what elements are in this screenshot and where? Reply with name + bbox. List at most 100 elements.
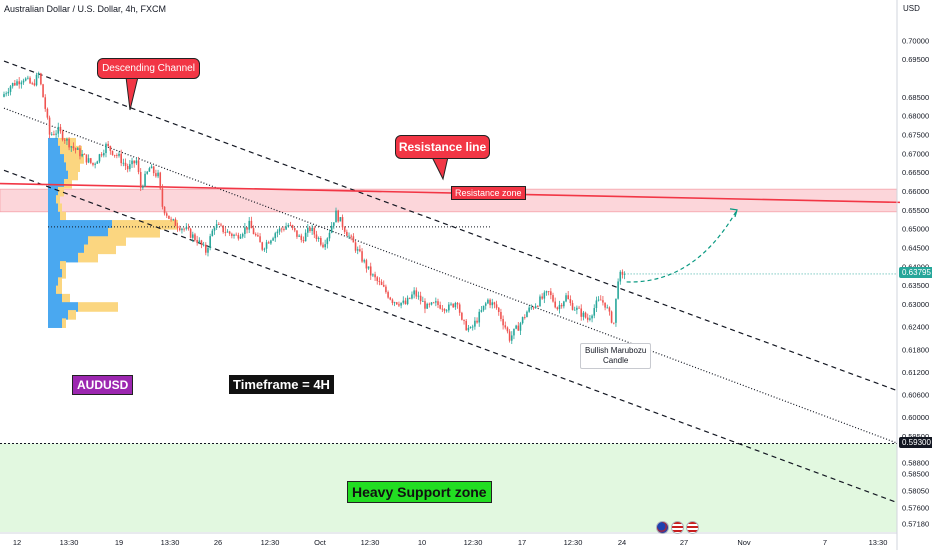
channel-lower-line [3, 169, 898, 504]
candle-body [270, 240, 272, 244]
candle-body [519, 323, 522, 331]
timeframe-tag[interactable]: Timeframe = 4H [229, 375, 334, 394]
current-price-badge: 0.63795 [899, 266, 932, 278]
candle-body [107, 143, 109, 146]
candle-body [174, 219, 177, 227]
volume-bar-sell [62, 318, 66, 328]
candle-body [40, 73, 42, 85]
candle-body [168, 215, 170, 219]
bullish-marubozu-note[interactable]: Bullish Marubozu Candle [580, 343, 652, 369]
candle-body [202, 244, 205, 246]
candle-body [152, 166, 155, 174]
candle-body [226, 231, 229, 233]
volume-bar-sell [58, 203, 62, 214]
candle-body [602, 300, 604, 303]
au-flag-icon[interactable] [656, 521, 669, 535]
candle-body [463, 319, 465, 321]
candle-body [142, 186, 144, 188]
candle-body [274, 233, 277, 239]
price-tick-label: 0.57600 [902, 504, 929, 513]
candle-body [311, 227, 313, 231]
volume-bar-sell [58, 277, 62, 287]
candle-body [118, 153, 120, 156]
volume-bar-sell [58, 186, 64, 197]
candle-body [480, 310, 483, 312]
candle-body [246, 227, 248, 230]
economic-events[interactable] [656, 519, 701, 537]
candle-body [558, 304, 561, 310]
us-flag-icon[interactable] [686, 521, 699, 535]
candle-body [591, 315, 593, 319]
descending-channel-callout[interactable]: Descending Channel [97, 58, 200, 79]
candle-body [573, 309, 576, 311]
volume-bar-buy [48, 162, 66, 173]
candle-body [556, 307, 559, 310]
candle-body [285, 226, 287, 230]
volume-bar-sell [62, 293, 70, 304]
volume-bar-buy [48, 211, 60, 222]
candle-body [257, 235, 259, 237]
candle-body [272, 238, 274, 241]
candle-body [103, 153, 105, 156]
candle-body [224, 232, 227, 233]
candle-body [96, 161, 99, 164]
candle-body [521, 317, 524, 324]
candle-body [515, 325, 517, 329]
time-tick-label: Nov [737, 538, 751, 547]
candle-body [267, 242, 270, 244]
candle-body [484, 303, 487, 306]
symbol-tag[interactable]: AUDUSD [72, 375, 134, 395]
candle-body [552, 295, 554, 302]
volume-bar-buy [48, 285, 56, 296]
candle-body [489, 299, 491, 306]
channel-upper-line [3, 60, 898, 392]
candle-body [389, 297, 392, 300]
candle-body [322, 244, 324, 248]
us-flag-icon[interactable] [671, 521, 684, 535]
candle-body [250, 220, 253, 229]
candle-body [241, 234, 244, 237]
volume-bar-sell [64, 178, 72, 189]
candle-body [139, 172, 142, 188]
candle-body [24, 78, 27, 81]
candle-body [92, 162, 94, 165]
candle-body [50, 134, 53, 135]
candle-body [137, 160, 140, 173]
candle-body [191, 234, 194, 238]
price-tick-label: 0.67500 [902, 131, 929, 140]
price-tick-label: 0.61200 [902, 368, 929, 377]
resistance-zone-label[interactable]: Resistance zone [451, 186, 526, 200]
candle-body [304, 232, 307, 242]
candle-body [187, 227, 190, 229]
candle-body [461, 312, 463, 320]
candle-body [402, 300, 405, 303]
candle-body [248, 220, 251, 230]
candle-body [333, 222, 335, 226]
candle-body [563, 301, 565, 307]
candle-body [385, 286, 387, 293]
price-tick-label: 0.65500 [902, 206, 929, 215]
candle-body [422, 301, 424, 302]
candle-body [350, 235, 352, 237]
candle-body [586, 317, 589, 320]
candle-body [495, 304, 498, 308]
price-tick-label: 0.64500 [902, 244, 929, 253]
volume-bar-sell [66, 162, 80, 173]
volume-bar-buy [48, 220, 112, 230]
candle-body [363, 260, 366, 262]
candle-body [411, 294, 413, 299]
support-zone-tag[interactable]: Heavy Support zone [347, 481, 492, 503]
time-tick-label: 17 [518, 538, 526, 547]
candle-body [571, 303, 574, 310]
candle-body [315, 234, 318, 240]
candle-body [354, 242, 357, 251]
time-tick-label: 24 [618, 538, 626, 547]
candle-body [22, 80, 25, 83]
volume-bar-buy [48, 195, 56, 205]
candle-body [530, 307, 533, 309]
candle-body [398, 304, 400, 306]
candle-body [280, 228, 283, 230]
resistance-line-callout[interactable]: Resistance line [395, 135, 490, 159]
candle-body [165, 213, 168, 216]
